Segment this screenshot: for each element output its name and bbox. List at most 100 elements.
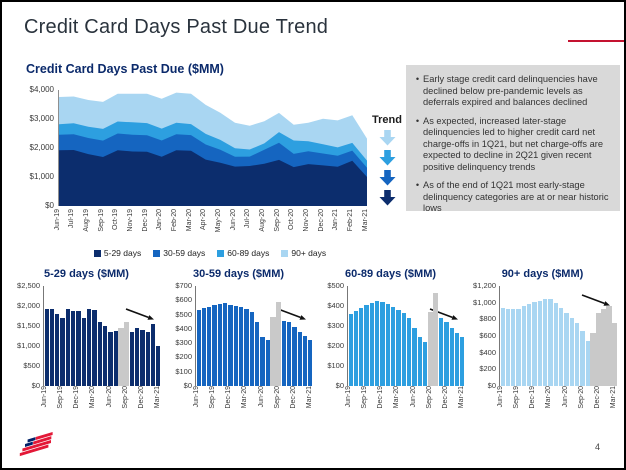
y-tick-label: $0 — [487, 381, 496, 390]
bar-Mar-20 — [548, 298, 553, 386]
legend-label: 60-89 days — [227, 248, 270, 258]
x-tick-label: Jun-20 — [105, 386, 113, 408]
bar-Feb-21 — [606, 306, 612, 386]
bar-Oct-20 — [129, 332, 134, 386]
bar-Mar-21 — [611, 322, 617, 386]
bar-Sep-19 — [364, 305, 369, 386]
bar-Sep-20 — [123, 322, 130, 386]
y-tick-label: $400 — [175, 323, 192, 333]
down-arrow-icon — [379, 150, 395, 166]
bar-Jun-19 — [196, 309, 201, 386]
legend-item: 5-29 days — [93, 248, 142, 258]
x-tick-label: Jun-19 — [193, 386, 201, 408]
x-tick-label: Mar-20 — [393, 386, 401, 409]
bar-Apr-20 — [97, 322, 102, 386]
y-tick-label: $600 — [175, 295, 192, 305]
bar-Mar-20 — [396, 310, 401, 386]
bar-Aug-19 — [511, 309, 516, 386]
bar-Jan-20 — [385, 304, 390, 386]
bar-Oct-19 — [521, 306, 527, 386]
bar-Feb-20 — [239, 307, 244, 386]
x-tick-label: Jun-19 — [345, 386, 353, 408]
stacked-area-plot — [59, 92, 367, 206]
x-tick-label: Sep-19 — [513, 386, 521, 409]
bar-Apr-20 — [553, 302, 558, 386]
bar-Aug-20 — [422, 342, 428, 386]
down-arrow-icon — [379, 170, 395, 186]
commentary-panel: • Early stage credit card delinquencies h… — [406, 65, 620, 213]
x-tick-label: Jun-19 — [41, 386, 49, 408]
bullet-marker: • — [415, 180, 420, 191]
bar-Feb-20 — [87, 309, 92, 386]
legend-item: 30-59 days — [153, 248, 205, 258]
x-tick-label: Mar-21 — [361, 209, 369, 232]
bar-Jul-19 — [505, 308, 511, 386]
down-arrow-icon — [379, 190, 395, 206]
x-tick-label: Dec-20 — [289, 386, 297, 409]
y-tick-label: $0 — [183, 381, 192, 390]
bar-Mar-21 — [308, 340, 313, 386]
x-tick-label: Mar-20 — [545, 386, 553, 409]
x-tick-label: Jun-20 — [409, 386, 417, 408]
downward-trend-arrow-icon — [581, 294, 610, 306]
bar-Jun-20 — [108, 331, 113, 386]
y-tick-label: $1,000 — [17, 341, 40, 350]
x-tick-label: May-20 — [214, 209, 222, 233]
main-chart-title: Credit Card Days Past Due ($MM) — [26, 62, 224, 76]
bar-Nov-19 — [375, 301, 380, 386]
legend-item: 90+ days — [281, 248, 326, 258]
bullet-marker: • — [415, 74, 420, 84]
chart-30-59-days: 30-59 days ($MM) $700 $600 $500 $400 $300 $20… — [164, 268, 313, 420]
x-tick-label: Jun-20 — [229, 209, 237, 231]
y-tick-label: $0 — [335, 381, 344, 390]
x-tick-label: Feb-20 — [170, 209, 178, 232]
bullet-item: • As expected, increased later-stage deli… — [412, 116, 612, 174]
bar-Nov-20 — [590, 332, 596, 386]
bar-plot — [347, 286, 465, 386]
bar-Aug-20 — [270, 317, 276, 386]
bar-Sep-20 — [427, 312, 434, 386]
bar-Nov-19 — [71, 310, 76, 386]
y-axis-labels: $500 $400 $300 $200 $100 $0 — [316, 282, 347, 389]
x-tick-label: Sep-19 — [361, 386, 369, 409]
bar-Oct-20 — [433, 293, 439, 386]
x-tick-label: Dec-20 — [317, 209, 325, 232]
bar-Jun-19 — [44, 309, 49, 386]
bar-Mar-21 — [460, 337, 465, 386]
x-tick-label: Dec-20 — [441, 386, 449, 409]
x-tick-label: Dec-19 — [141, 209, 149, 232]
x-tick-label: Sep-20 — [425, 386, 433, 409]
page-number: 4 — [594, 442, 600, 452]
legend-swatch — [281, 249, 289, 257]
down-arrow-icon — [379, 130, 395, 146]
y-tick-label: $100 — [175, 366, 192, 376]
x-tick-label: Mar-21 — [457, 386, 465, 409]
bar-Dec-19 — [380, 302, 385, 386]
x-axis-labels: Jun-19 Sep-19 Dec-19 Mar-20 Jun-20 Sep-20 Dec-… — [41, 386, 161, 420]
x-axis-labels: Jun-19 Sep-19 Dec-19 Mar-20 Jun-20 Sep-20 Dec-… — [497, 386, 617, 420]
x-tick-label: Sep-19 — [97, 209, 105, 232]
bar-Jun-19 — [500, 307, 505, 386]
legend-label: 5-29 days — [103, 248, 142, 258]
page-title: Credit Card Days Past Due Trend — [24, 16, 329, 38]
bar-Oct-19 — [369, 303, 375, 386]
x-tick-label: Mar-20 — [241, 386, 249, 409]
y-tick-label: $3,000 — [29, 114, 54, 123]
x-tick-label: Jun-20 — [561, 386, 569, 408]
legend-swatch — [93, 249, 101, 257]
x-tick-label: Apr-20 — [200, 209, 208, 231]
y-tick-label: $1,000 — [29, 172, 54, 181]
y-axis-labels: $1,200 $1,000 $800 $600 $400 $200 $0 — [468, 282, 499, 389]
y-tick-label: $1,000 — [473, 297, 496, 307]
bar-Sep-19 — [212, 305, 217, 386]
y-tick-label: $1,500 — [17, 321, 40, 330]
trend-arrows — [368, 130, 406, 206]
bar-Sep-20 — [275, 301, 282, 386]
x-tick-label: Dec-20 — [593, 386, 601, 409]
bar-Aug-19 — [207, 306, 212, 386]
y-tick-label: $500 — [23, 361, 40, 370]
bar-Jul-19 — [201, 308, 207, 386]
y-tick-label: $300 — [327, 321, 344, 330]
bullet-item: • Early stage credit card delinquencies h… — [412, 74, 612, 109]
y-tick-label: $4,000 — [29, 85, 54, 94]
